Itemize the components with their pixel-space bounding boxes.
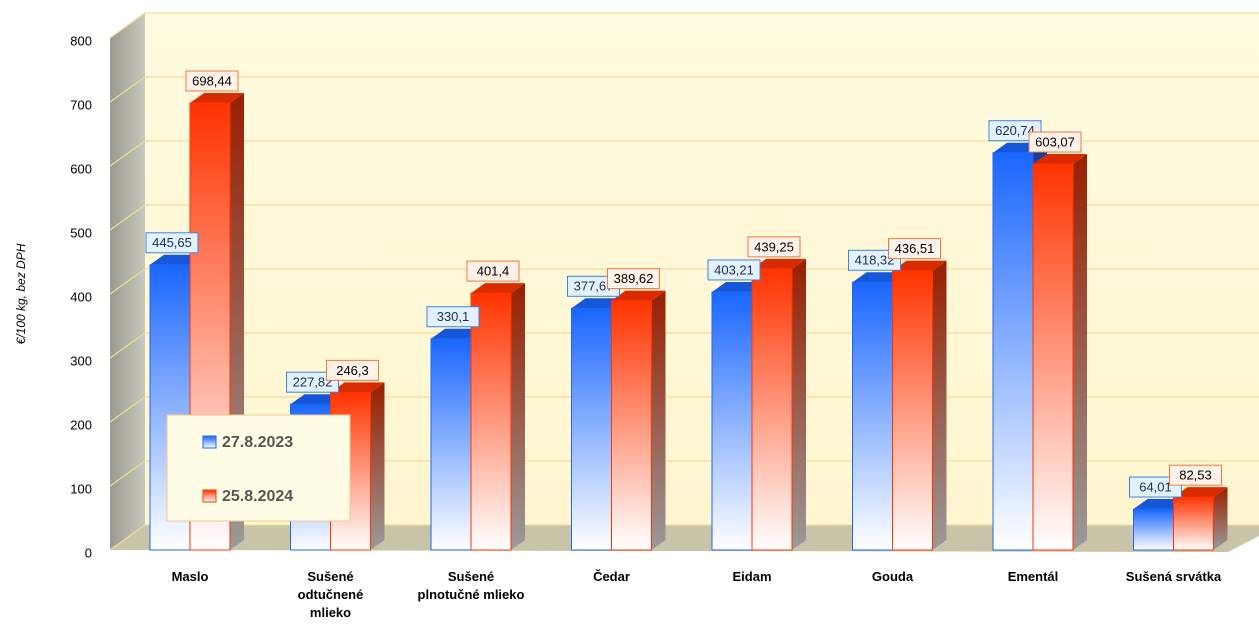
grid-line [109,204,1259,231]
bar-front [711,291,753,551]
y-tick-label: 400 [70,289,92,304]
x-tick-label: Maslo [171,569,209,584]
value-label: 246,3 [336,363,369,378]
x-tick-label: Gouda [871,569,914,584]
legend-swatch [202,435,217,449]
x-tick-label: Sušená srvátka [1125,569,1222,584]
y-tick-label: 0 [85,545,92,560]
bar [1032,154,1087,551]
value-label: 227,82 [293,375,333,390]
floor [110,525,1259,552]
value-label: 82,53 [1179,468,1212,483]
legend-swatch [202,489,217,503]
value-label: 401,4 [477,264,510,279]
bar-top [752,258,806,269]
value-label-box [1028,131,1082,153]
bar-front [852,281,893,551]
value-label: 436,51 [895,241,935,256]
value-label-box [1169,464,1222,486]
bar-front [1133,508,1174,551]
bar [751,258,806,551]
legend-label: 27.8.2023 [222,434,293,451]
bar [1173,487,1228,551]
value-label: 418,32 [855,253,895,268]
value-label: 389,62 [614,271,654,286]
value-label-box [286,371,339,393]
y-tick-label: 300 [70,353,92,368]
value-label-box [326,359,379,381]
value-label: 330,1 [437,309,470,324]
bar [611,290,666,551]
legend-box [166,414,351,522]
y-axis-label: €/100 kg, bez DPH [14,243,28,344]
y-tick-label: 600 [70,161,92,176]
value-label: 603,07 [1035,134,1075,149]
bar-top [330,382,385,393]
bar-side [1213,487,1228,550]
x-tick-label: Čedar [593,569,630,584]
bar-side [370,382,385,550]
value-label-box [185,70,239,92]
value-label-box [145,232,199,254]
y-tick-label: 500 [70,225,92,240]
value-label: 698,44 [192,73,232,88]
bar-top [1033,154,1087,165]
value-label-box [707,259,761,281]
legend-label: 25.8.2024 [222,488,293,505]
value-label-box [888,238,941,260]
y-tick-label: 700 [70,97,92,112]
value-label-box [988,120,1042,142]
grid-line [109,140,1259,167]
bar-top [892,260,947,271]
value-label-box [466,260,520,282]
bar-side [511,283,525,550]
value-label: 377,67 [574,279,614,294]
legend: 27.8.2023 25.8.2024 [166,414,351,522]
x-tick-label: Eidam [732,569,772,584]
bar-top [190,92,244,103]
value-label: 403,21 [714,262,754,277]
bar-front [571,307,612,551]
bar-front [470,292,512,551]
y-tick-label: 800 [70,33,92,48]
value-label-box [607,268,660,290]
y-tick-label: 200 [70,417,92,432]
value-label-box [747,236,801,258]
bar-front [751,268,793,551]
bar-front [611,300,652,551]
bar [892,260,947,551]
x-tick-label: Sušené plnotučné mlieko [417,569,525,602]
grid-line [109,76,1259,103]
bar-side [932,260,947,550]
bar-front [430,338,472,551]
bar-front [892,270,933,551]
bar-top [1173,487,1228,498]
y-tick-label: 100 [70,481,92,496]
bar-top [471,283,525,294]
bar-side [792,258,806,550]
value-label-box [426,306,480,328]
bar-front [1173,496,1214,551]
value-label: 445,65 [152,235,192,250]
bar-front [992,152,1034,551]
bar [470,283,525,551]
bar-side [1073,154,1087,550]
bar-side [651,290,666,550]
value-label-box [1129,476,1182,498]
bar-front [1032,163,1074,551]
value-label: 620,74 [995,123,1035,138]
value-label: 64,01 [1139,479,1172,494]
x-tick-label: Ementál [1007,569,1059,584]
value-label: 439,25 [754,239,794,254]
value-label-box [848,249,901,271]
grid-line [109,12,1259,39]
bar-top [611,290,666,301]
x-tick-label: Sušené odtučnené mlieko [297,569,364,620]
